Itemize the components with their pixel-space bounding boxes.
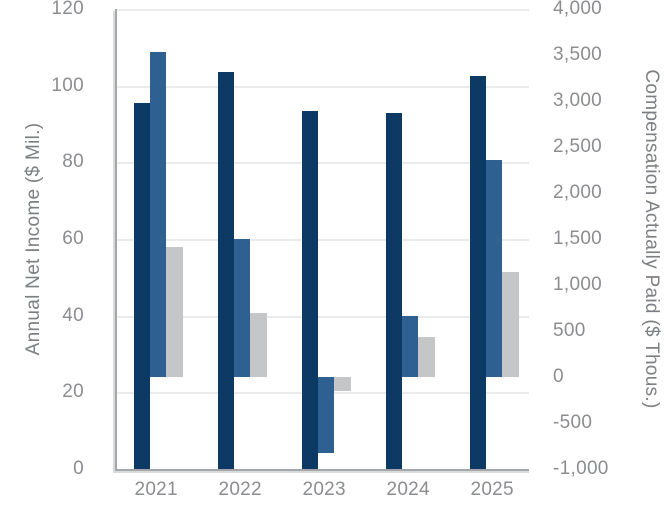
gridline-120: [117, 9, 529, 11]
right-tick-3,000: 3,000: [553, 90, 603, 111]
x-label-2021: 2021: [134, 479, 178, 500]
plot-area: [115, 9, 529, 471]
bar-2025-medium-blue-bars-compensation: [486, 159, 503, 377]
gridline-80: [117, 162, 529, 165]
bar-2021-medium-blue-bars-compensation: [150, 52, 167, 377]
right-tick-0: 0: [553, 366, 564, 387]
left-tick-100: 100: [51, 74, 84, 96]
x-label-2023: 2023: [302, 479, 346, 500]
gridline-100: [117, 85, 529, 88]
gridline-40: [117, 315, 529, 318]
x-label-2025: 2025: [470, 479, 514, 500]
bar-2022-light-gray-bars-compensation: [250, 312, 267, 377]
bar-2021-dark-navy-bars-annual-net-income: [133, 102, 150, 469]
bar-2023-light-gray-bars-compensation: [334, 377, 351, 391]
right-tick-3,500: 3,500: [553, 44, 603, 65]
bar-2024-light-gray-bars-compensation: [418, 337, 435, 377]
left-tick-40: 40: [62, 304, 84, 326]
left-tick-80: 80: [62, 151, 84, 173]
left-tick-120: 120: [51, 0, 84, 19]
right-tick-4,000: 4,000: [553, 0, 603, 19]
x-label-2024: 2024: [386, 479, 430, 500]
right-tick-1,000: 1,000: [553, 274, 603, 295]
right-tick-2,000: 2,000: [553, 182, 603, 203]
bar-2021-light-gray-bars-compensation: [166, 247, 183, 377]
left-tick-60: 60: [62, 228, 84, 249]
right-tick-1,500: 1,500: [553, 228, 603, 249]
right-tick--500: -500: [553, 412, 593, 433]
bar-2024-medium-blue-bars-compensation: [402, 315, 419, 377]
right-axis-title: Compensation Actually Paid ($ Thous.): [641, 69, 662, 409]
left-tick-0: 0: [73, 458, 84, 479]
right-tick-2,500: 2,500: [553, 136, 603, 157]
bar-2025-dark-navy-bars-annual-net-income: [469, 76, 486, 469]
right-tick--1,000: -1,000: [553, 458, 609, 479]
right-tick-500: 500: [553, 320, 586, 341]
bar-2025-light-gray-bars-compensation: [502, 272, 519, 377]
gridline-60: [117, 239, 529, 241]
bar-2023-medium-blue-bars-compensation: [318, 377, 335, 454]
x-label-2022: 2022: [218, 479, 262, 500]
bar-2022-dark-navy-bars-annual-net-income: [217, 72, 234, 469]
left-tick-20: 20: [62, 381, 84, 403]
bar-2022-medium-blue-bars-compensation: [234, 239, 251, 377]
bar-2024-dark-navy-bars-annual-net-income: [385, 112, 402, 469]
bar-2023-dark-navy-bars-annual-net-income: [301, 110, 318, 469]
